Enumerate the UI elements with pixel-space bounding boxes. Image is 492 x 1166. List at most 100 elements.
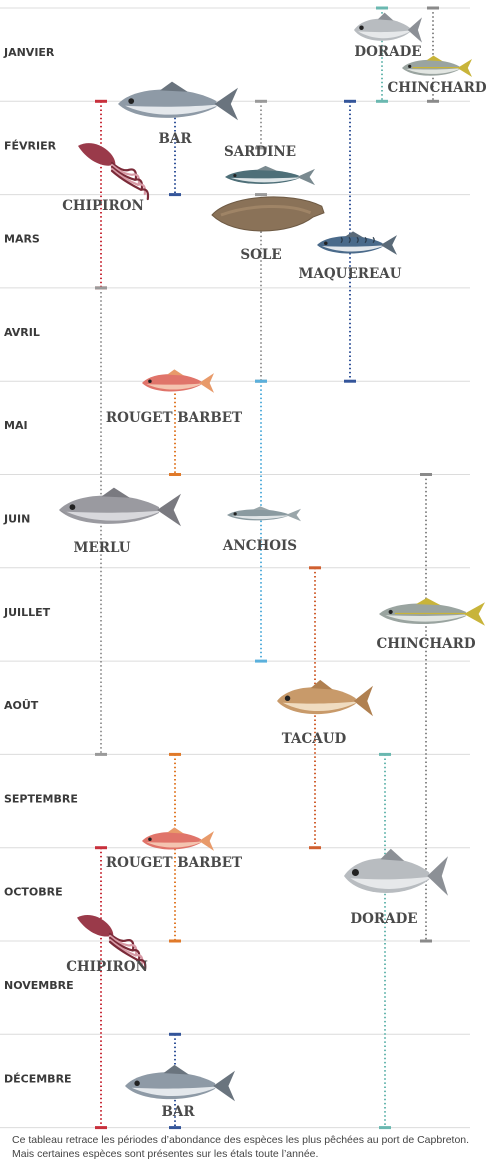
month-label: MAI — [4, 419, 28, 432]
season-line-merlu — [95, 286, 107, 756]
fish-dorsal-fin — [310, 679, 333, 690]
fish-label: CHINCHARD — [376, 636, 475, 652]
fish-eye — [148, 379, 152, 383]
fish-belly — [406, 68, 460, 74]
bar-illustration — [118, 81, 238, 121]
squid-tentacle — [108, 938, 144, 966]
maquereau-illustration — [317, 231, 397, 255]
season-line-chinchard — [420, 473, 432, 943]
fish-label: DORADE — [350, 911, 417, 927]
fish-dorade: DORADE — [354, 12, 422, 60]
fish-sole: SOLE — [211, 196, 325, 263]
fish-sardine: SARDINE — [224, 144, 315, 186]
fish-label: CHIPIRON — [66, 959, 148, 975]
fish-chinchard: CHINCHARD — [376, 597, 485, 652]
dorade-illustration — [344, 848, 448, 896]
fish-tail — [285, 508, 301, 522]
fish-chinchard: CHINCHARD — [387, 55, 487, 96]
squid-tentacle — [108, 936, 141, 961]
dorade-illustration — [354, 12, 422, 43]
fish-belly — [146, 841, 202, 848]
sole-body — [211, 196, 325, 232]
month-label: DÉCEMBRE — [4, 1072, 72, 1085]
month-labels: JANVIER FÉVRIER MARS AVRIL MAI JUIN JUILLET AOÛ… — [3, 46, 78, 1085]
chipiron-illustration — [78, 143, 150, 201]
season-line-anchois — [255, 379, 267, 663]
fish-label: TACAUD — [282, 731, 347, 747]
fish-label: SOLE — [240, 247, 281, 263]
fish-dorsal-fin — [345, 231, 364, 238]
fish-belly — [66, 510, 160, 521]
fish-chipiron: CHIPIRON — [66, 914, 148, 975]
fish-tail — [463, 602, 485, 626]
fish-tail — [427, 856, 448, 896]
month-grid — [0, 7, 470, 1129]
fish-rouget-barbet: ROUGET BARBET — [106, 827, 242, 871]
month-label: JUILLET — [3, 606, 51, 619]
tacaud-illustration — [277, 679, 373, 717]
squid-tentacle — [110, 169, 150, 201]
fish-label: SARDINE — [224, 144, 296, 160]
fish-eye — [359, 25, 364, 30]
fish-tail — [213, 1070, 235, 1102]
merlu-illustration — [59, 487, 181, 527]
season-line-chipiron — [95, 846, 107, 1130]
bar-illustration — [125, 1064, 235, 1102]
mackerel-stripe — [372, 236, 375, 244]
fish-eye — [284, 695, 291, 702]
anchois-illustration — [227, 506, 301, 522]
fish-bar: BAR — [125, 1064, 235, 1120]
fish-eye — [388, 609, 393, 614]
fish-label: MAQUEREAU — [299, 266, 402, 282]
fish-eye — [233, 512, 237, 516]
fish-rouget-barbet: ROUGET BARBET — [106, 369, 242, 426]
fish-eye — [134, 1080, 140, 1086]
squid-mantle — [78, 143, 116, 166]
fish-belly — [125, 104, 217, 115]
season-line-bar — [169, 1032, 181, 1130]
month-label: OCTOBRE — [4, 886, 63, 899]
fish-dorsal-fin — [163, 1064, 189, 1075]
fish-tail — [199, 373, 214, 393]
fish-dorsal-fin — [416, 597, 441, 606]
fish-eye — [408, 64, 412, 68]
fish-label: BAR — [158, 131, 192, 147]
squid-mantle — [77, 914, 114, 937]
fish-dorsal-fin — [101, 487, 130, 498]
mackerel-stripe — [356, 236, 359, 244]
fish-eye — [69, 504, 76, 510]
fish-dorsal-fin — [167, 827, 184, 834]
fish-dorsal-fin — [167, 369, 184, 376]
chinchard-illustration — [379, 597, 485, 626]
fish-anchois: ANCHOIS — [222, 506, 301, 554]
fish-dorsal-fin — [160, 81, 188, 92]
month-label: AOÛT — [4, 699, 39, 712]
fish-tacaud: TACAUD — [277, 679, 373, 747]
season-line-sardine — [255, 99, 267, 150]
fish-belly — [385, 614, 466, 622]
fish-belly — [131, 1086, 216, 1097]
month-label: NOVEMBRE — [4, 979, 74, 992]
fish-label: BAR — [161, 1104, 195, 1120]
season-line-rouget-barbet — [169, 379, 181, 476]
fish-tail — [214, 87, 238, 121]
fish-chipiron: CHIPIRON — [62, 143, 150, 214]
fish-tail — [353, 685, 373, 717]
fish-merlu: MERLU — [59, 487, 181, 556]
fish-illustrations: DORADE CHINCHARD BAR SARDINE CHIPIRON SOLE MAQ… — [59, 12, 487, 1120]
season-line-rouget-barbet — [169, 752, 181, 943]
fish-belly — [146, 383, 202, 390]
fish-label: ANCHOIS — [222, 538, 297, 554]
sole-texture — [220, 204, 312, 217]
month-label: FÉVRIER — [4, 139, 57, 152]
hake-jaw — [59, 510, 69, 516]
caption-text: Ce tableau retrace les périodes d’abonda… — [12, 1134, 470, 1160]
mackerel-stripe — [364, 236, 367, 244]
chinchard-illustration — [402, 55, 472, 77]
fish-belly — [230, 177, 299, 183]
fish-maquereau: MAQUEREAU — [299, 231, 402, 282]
fish-eye — [324, 241, 328, 246]
fish-label: CHINCHARD — [387, 80, 486, 96]
fish-belly — [231, 515, 288, 520]
month-label: MARS — [4, 233, 40, 246]
